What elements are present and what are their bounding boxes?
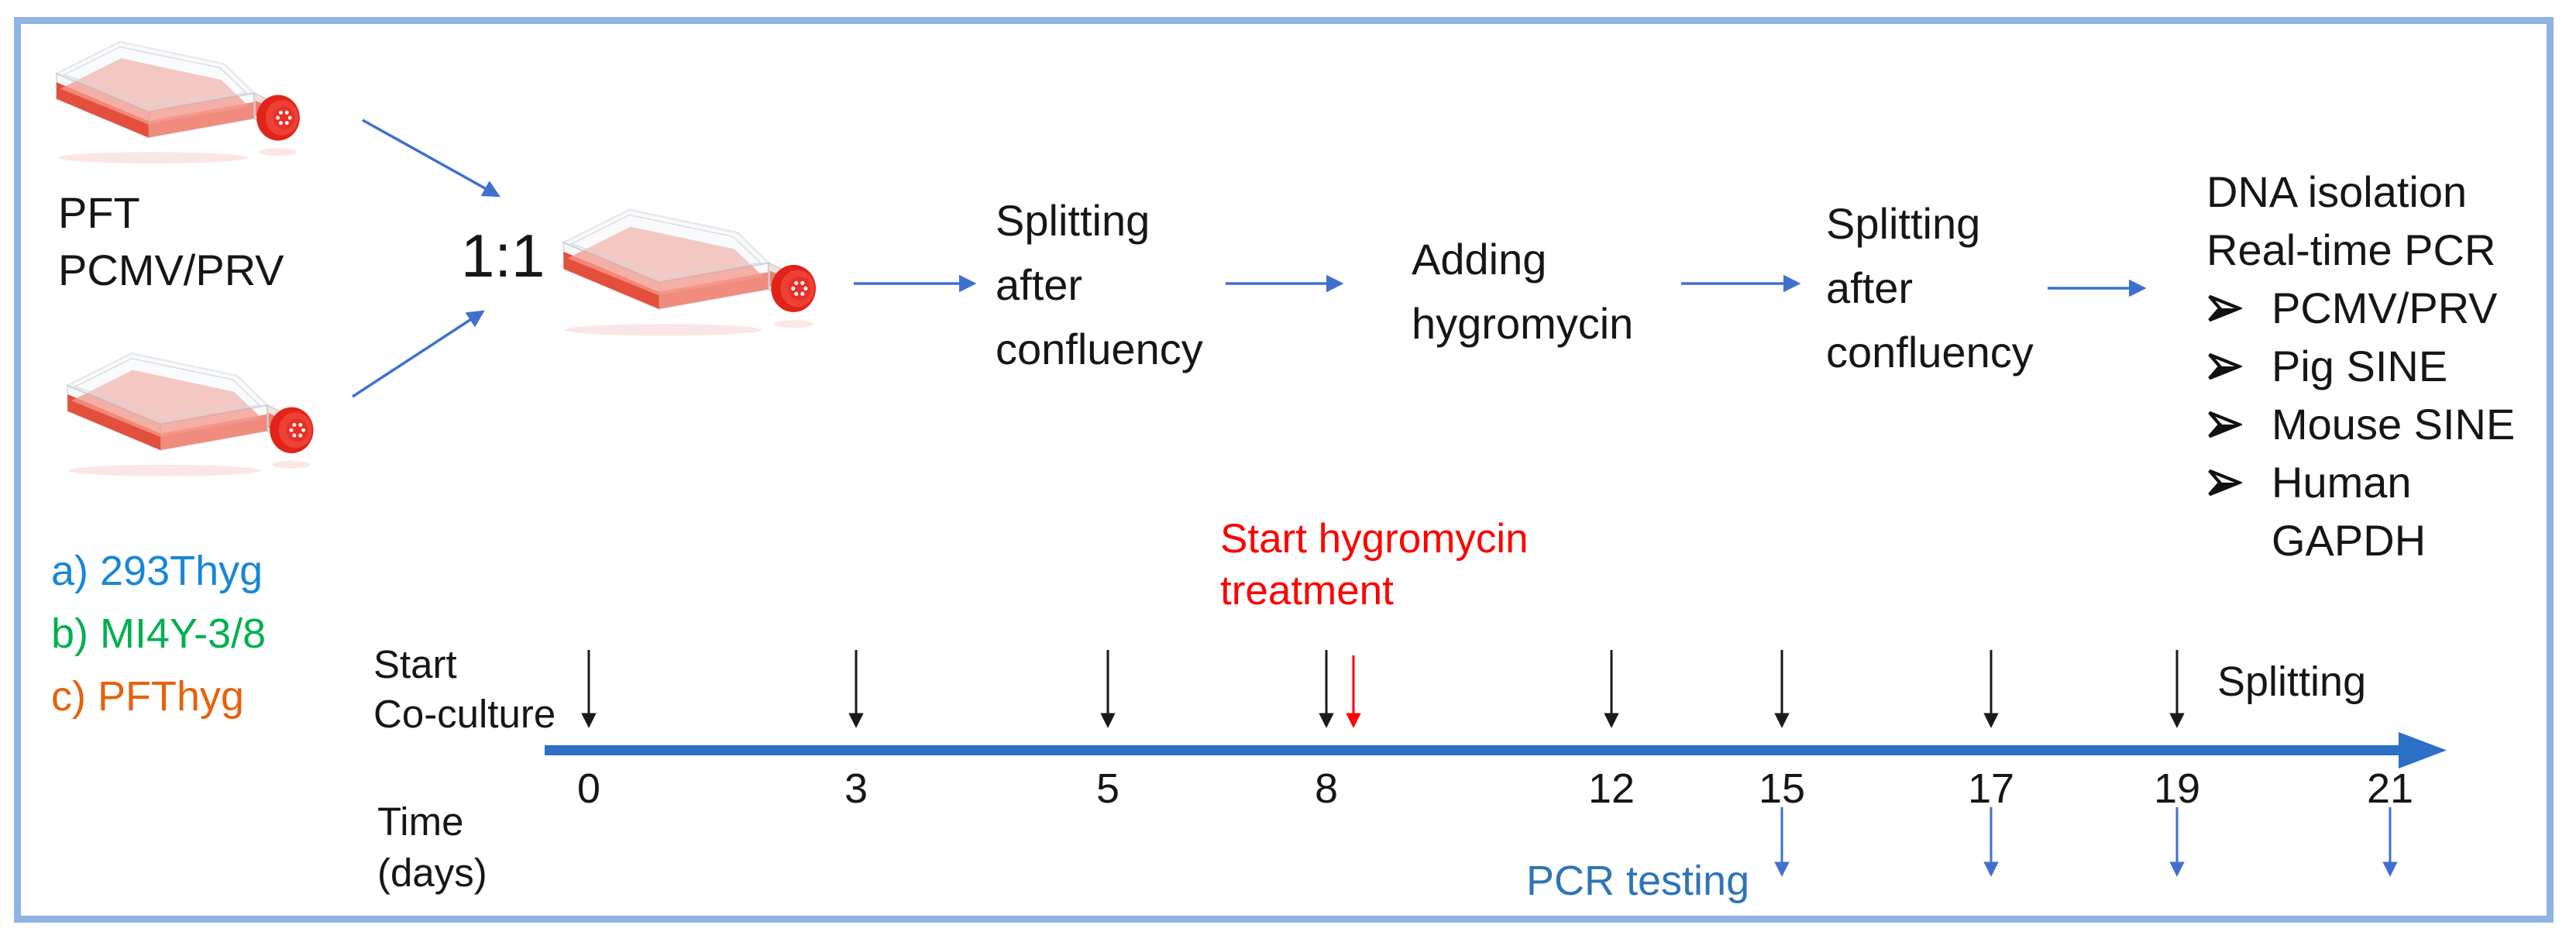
splitting-arrows-label: Splitting	[2217, 658, 2367, 705]
start-coculture-label: Start Co-culture	[373, 640, 555, 739]
bullet-arrow-icon	[2208, 294, 2242, 321]
bullet-arrow-icon	[2208, 352, 2242, 380]
cell-line-legend: a) 293Thyg b) MI4Y-3/8 c) PFThyg	[51, 540, 266, 728]
legend-item-293thyg: a) 293Thyg	[51, 548, 263, 594]
step-splitting-2: Splitting after confluency	[1826, 191, 2034, 384]
timeline-axis-arrowhead	[2399, 732, 2447, 768]
time-axis-line1: Time	[377, 799, 464, 844]
analysis-bullet-pig-sine: Pig SINE	[2206, 337, 2515, 395]
figure-border	[14, 17, 2554, 923]
mix-ratio-label: 1:1	[461, 222, 545, 290]
analysis-title-1: DNA isolation	[2206, 167, 2468, 216]
step-adding-hygromycin-line1: Adding	[1412, 235, 1547, 284]
hygromycin-note-line2: treatment	[1220, 568, 1394, 614]
analysis-bullet-human-text: Human	[2272, 458, 2412, 507]
input-cells-line1: PFT	[58, 188, 140, 237]
time-axis-label: Time (days)	[377, 796, 487, 899]
day-tick-3: 3	[844, 765, 868, 812]
analysis-bullet-pcmv-prv-text: PCMV/PRV	[2272, 284, 2498, 332]
analysis-block: DNA isolation Real-time PCR PCMV/PRV Pig…	[2206, 163, 2515, 569]
step-splitting-1-line2: after	[996, 260, 1083, 309]
bullet-arrow-icon	[2208, 469, 2242, 496]
step-splitting-2-line1: Splitting	[1826, 199, 1981, 248]
day-tick-15: 15	[1758, 765, 1806, 812]
legend-item-mi4y: b) MI4Y-3/8	[51, 610, 267, 657]
analysis-bullet-gapdh-text: GAPDH	[2272, 516, 2426, 565]
day-tick-19: 19	[2153, 765, 2201, 812]
day-tick-5: 5	[1095, 765, 1120, 812]
start-coculture-line2: Co-culture	[373, 692, 556, 736]
merge-arrow-top	[362, 119, 500, 198]
day-tick-0: 0	[576, 765, 601, 812]
bullet-arrow-icon	[2208, 411, 2242, 438]
step-splitting-2-line3: confluency	[1826, 328, 2034, 377]
day-tick-17: 17	[1967, 765, 2015, 812]
day-tick-21: 21	[2366, 765, 2414, 812]
input-cells-label: PFT PCMV/PRV	[58, 184, 284, 299]
timeline-axis-bar	[545, 745, 2400, 755]
step-adding-hygromycin-line2: hygromycin	[1412, 299, 1634, 348]
analysis-bullet-gapdh-wrap: GAPDH	[2206, 511, 2515, 569]
step-adding-hygromycin: Adding hygromycin	[1412, 227, 1633, 356]
pcr-testing-label: PCR testing	[1526, 858, 1750, 904]
analysis-bullet-pcmv-prv: PCMV/PRV	[2206, 279, 2515, 337]
time-axis-line2: (days)	[377, 851, 487, 895]
day-tick-8: 8	[1314, 765, 1339, 812]
analysis-bullet-mouse-sine-text: Mouse SINE	[2272, 400, 2516, 449]
hygromycin-note-line1: Start hygromycin	[1220, 516, 1529, 562]
analysis-bullet-mouse-sine: Mouse SINE	[2206, 395, 2515, 453]
legend-item-pfthyg: c) PFThyg	[51, 673, 245, 720]
step-splitting-1: Splitting after confluency	[996, 188, 1203, 381]
merge-arrow-bottom	[352, 310, 485, 398]
step-splitting-2-line2: after	[1826, 263, 1914, 312]
hygromycin-note: Start hygromycin treatment	[1220, 513, 1529, 617]
analysis-bullet-pig-sine-text: Pig SINE	[2272, 342, 2448, 390]
start-coculture-line1: Start	[373, 642, 457, 686]
analysis-bullet-human-gapdh: Human	[2206, 453, 2515, 511]
day-tick-12: 12	[1587, 765, 1635, 812]
step-splitting-1-line1: Splitting	[996, 196, 1150, 245]
input-cells-line2: PCMV/PRV	[58, 246, 284, 294]
step-splitting-1-line3: confluency	[996, 325, 1203, 373]
analysis-title-2: Real-time PCR	[2206, 225, 2496, 274]
